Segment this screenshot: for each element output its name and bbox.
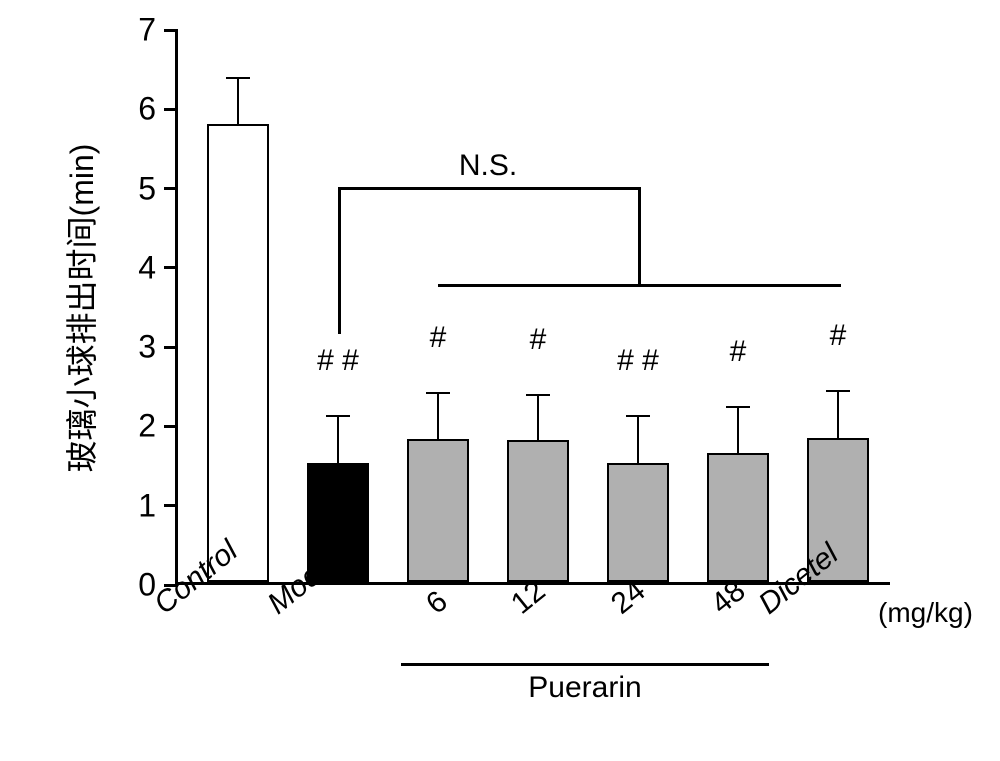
y-tick-label: 5: [116, 170, 156, 207]
y-tick: [164, 346, 178, 349]
error-cap: [526, 394, 550, 396]
puerarin-underline: [401, 663, 769, 666]
y-tick-label: 4: [116, 249, 156, 286]
y-tick-label: 3: [116, 329, 156, 366]
bar: [507, 440, 569, 582]
error-cap: [326, 415, 350, 417]
error-cap: [626, 415, 650, 417]
ns-bracket: [638, 187, 641, 287]
y-tick: [164, 29, 178, 32]
error-bar: [537, 395, 539, 440]
bar: [207, 124, 269, 582]
y-tick: [164, 108, 178, 111]
bar: [407, 439, 469, 582]
y-tick: [164, 266, 178, 269]
error-bar: [437, 393, 439, 439]
error-bar: [237, 78, 239, 124]
significance-label: # #: [617, 344, 659, 378]
y-tick-label: 1: [116, 487, 156, 524]
significance-label: #: [730, 335, 747, 369]
error-cap: [226, 77, 250, 79]
y-tick: [164, 425, 178, 428]
puerarin-group-label: Puerarin: [528, 671, 641, 705]
error-bar: [837, 391, 839, 438]
significance-label: # #: [317, 344, 359, 378]
error-cap: [826, 390, 850, 392]
significance-label: #: [430, 321, 447, 355]
y-axis-label: 玻璃小球排出时间(min): [57, 143, 103, 472]
y-tick-label: 2: [116, 408, 156, 445]
error-bar: [637, 416, 639, 463]
significance-label: #: [530, 323, 547, 357]
x-tick-label: 6: [420, 584, 454, 621]
error-cap: [426, 392, 450, 394]
ns-label: N.S.: [459, 149, 517, 183]
y-tick-label: 7: [116, 12, 156, 49]
bar: [707, 453, 769, 582]
error-cap: [726, 406, 750, 408]
y-tick: [164, 504, 178, 507]
error-bar: [337, 416, 339, 464]
plot-area: 01234567# #### ###N.S.: [175, 30, 890, 585]
ns-bracket: [338, 187, 641, 190]
ns-bracket: [338, 187, 341, 334]
bar: [607, 463, 669, 582]
dose-unit-label: (mg/kg): [878, 597, 973, 629]
error-bar: [737, 407, 739, 453]
significance-label: #: [830, 319, 847, 353]
y-tick-label: 6: [116, 91, 156, 128]
y-tick: [164, 187, 178, 190]
ns-group-line: [438, 284, 841, 287]
